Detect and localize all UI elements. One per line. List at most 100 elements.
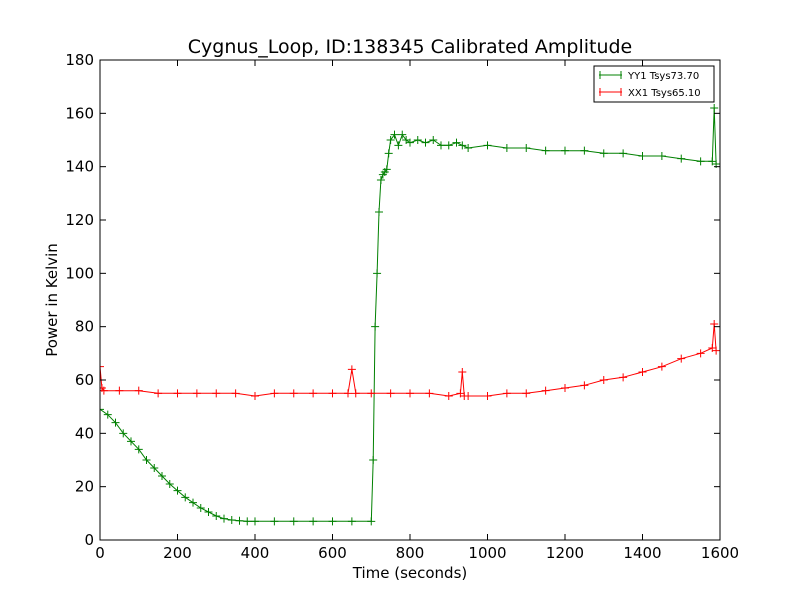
data-point bbox=[619, 373, 628, 382]
data-point bbox=[657, 362, 666, 371]
data-point bbox=[235, 516, 244, 525]
legend: YY1 Tsys73.70 XX1 Tsys65.10 bbox=[593, 65, 715, 103]
data-point bbox=[270, 389, 279, 398]
data-point bbox=[111, 418, 120, 427]
data-point bbox=[154, 389, 163, 398]
data-point bbox=[394, 141, 403, 150]
y-tick-label: 100 bbox=[65, 264, 94, 282]
plot-area bbox=[100, 104, 720, 526]
series-xx1 bbox=[100, 320, 720, 400]
data-point bbox=[390, 130, 399, 139]
data-point bbox=[657, 152, 666, 160]
data-point bbox=[231, 389, 240, 398]
data-point bbox=[710, 104, 719, 112]
data-point bbox=[437, 141, 445, 150]
data-point bbox=[375, 208, 383, 216]
data-point bbox=[100, 386, 108, 395]
data-point bbox=[386, 136, 395, 144]
data-point bbox=[406, 138, 414, 147]
data-point bbox=[619, 149, 628, 158]
data-point bbox=[328, 389, 337, 398]
axes-frame bbox=[99, 59, 721, 541]
x-tick-label: 1400 bbox=[623, 544, 661, 562]
legend-label: XX1 Tsys65.10 bbox=[628, 88, 701, 99]
data-point bbox=[502, 389, 511, 398]
x-tick-label: 1000 bbox=[468, 544, 506, 562]
series-line bbox=[100, 323, 717, 397]
data-point bbox=[384, 149, 393, 158]
series-yy1 bbox=[100, 104, 720, 526]
data-point bbox=[580, 146, 589, 155]
data-point bbox=[386, 389, 395, 398]
y-tick-label: 0 bbox=[84, 531, 94, 549]
data-point bbox=[599, 376, 608, 384]
y-tick-label: 180 bbox=[65, 51, 94, 69]
x-tick-label: 1600 bbox=[701, 544, 739, 562]
y-tick-label: 140 bbox=[65, 158, 94, 176]
data-point bbox=[227, 516, 236, 524]
data-point bbox=[464, 144, 473, 152]
x-tick-label: 1200 bbox=[546, 544, 584, 562]
data-point bbox=[522, 144, 531, 152]
data-point bbox=[270, 517, 279, 526]
data-point bbox=[458, 141, 467, 150]
data-point bbox=[452, 138, 461, 147]
data-point bbox=[406, 389, 414, 398]
data-point bbox=[561, 146, 569, 155]
x-tick-label: 200 bbox=[163, 544, 192, 562]
data-point bbox=[599, 149, 608, 158]
data-point bbox=[444, 141, 453, 150]
data-point bbox=[134, 386, 143, 395]
data-point bbox=[696, 157, 705, 166]
data-point bbox=[103, 410, 112, 419]
data-point bbox=[638, 368, 647, 376]
data-point bbox=[173, 486, 182, 495]
x-tick-label: 800 bbox=[396, 544, 425, 562]
legend-marker bbox=[599, 71, 622, 79]
data-point bbox=[289, 517, 298, 526]
data-point bbox=[369, 456, 378, 464]
data-point bbox=[173, 389, 182, 398]
data-point bbox=[677, 154, 686, 163]
legend-label: YY1 Tsys73.70 bbox=[627, 71, 699, 82]
data-point bbox=[181, 493, 190, 502]
data-point bbox=[458, 368, 467, 376]
data-point bbox=[328, 517, 337, 526]
data-point bbox=[251, 392, 259, 400]
data-point bbox=[398, 130, 407, 139]
legend-box bbox=[593, 65, 715, 103]
data-point bbox=[483, 392, 492, 400]
y-axis-label: Power in Kelvin bbox=[43, 243, 61, 357]
series-line bbox=[100, 107, 717, 522]
data-point bbox=[561, 384, 569, 392]
data-point bbox=[696, 349, 705, 358]
data-point bbox=[158, 472, 166, 480]
data-point bbox=[150, 464, 159, 472]
data-point bbox=[309, 517, 318, 526]
data-point bbox=[119, 429, 128, 438]
data-point bbox=[309, 389, 318, 398]
data-point bbox=[421, 138, 430, 147]
x-tick-label: 400 bbox=[241, 544, 270, 562]
data-point bbox=[204, 508, 213, 516]
data-point bbox=[100, 405, 104, 414]
data-point bbox=[243, 517, 252, 526]
data-point bbox=[347, 365, 356, 374]
data-point bbox=[212, 389, 221, 398]
y-tick-label: 60 bbox=[75, 371, 94, 389]
data-point bbox=[142, 456, 151, 464]
data-point bbox=[251, 517, 259, 526]
x-tick-label: 0 bbox=[95, 544, 105, 562]
data-point bbox=[638, 152, 647, 160]
data-point bbox=[367, 517, 376, 526]
data-point bbox=[196, 504, 205, 512]
x-tick-label: 600 bbox=[318, 544, 347, 562]
y-tick-label: 160 bbox=[65, 104, 94, 122]
y-tick-label: 120 bbox=[65, 211, 94, 229]
data-point bbox=[351, 389, 360, 398]
data-point bbox=[344, 389, 352, 398]
data-point bbox=[464, 392, 473, 400]
data-point bbox=[483, 141, 492, 150]
data-point bbox=[100, 362, 104, 371]
data-point bbox=[127, 437, 135, 446]
